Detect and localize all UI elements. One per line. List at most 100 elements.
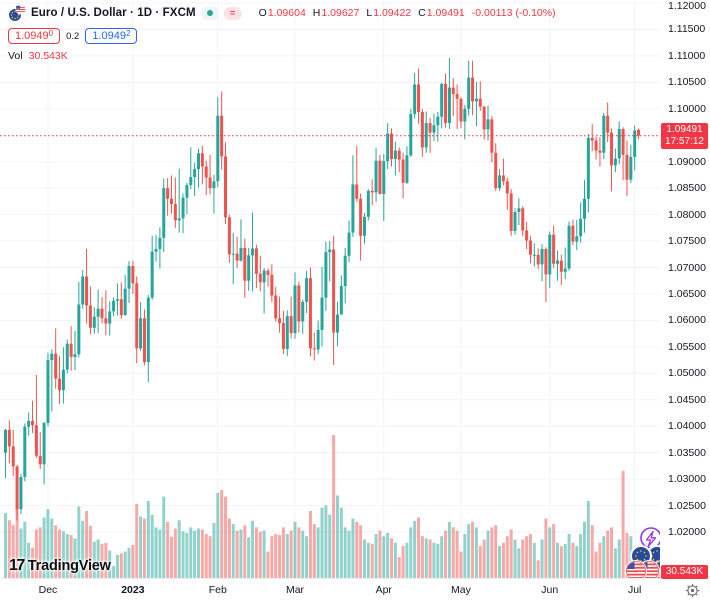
price-axis-label: 1.08500 [668, 182, 706, 195]
candle-body [436, 116, 440, 126]
volume-bar [428, 539, 432, 578]
candles-layer [4, 58, 641, 521]
volume-bar [366, 542, 370, 578]
candle-body [100, 308, 104, 319]
tradingview-logo[interactable]: 17 TradingView [9, 557, 111, 575]
volume-bar [405, 542, 409, 578]
candle-body [610, 132, 614, 166]
volume-bar [150, 514, 154, 578]
candle-body [220, 115, 224, 157]
volume-bar [166, 521, 170, 578]
candle-body [193, 169, 197, 178]
volume-bar [374, 534, 378, 578]
volume-bar [50, 518, 54, 578]
candle-body [471, 77, 475, 102]
candle-body [536, 254, 540, 265]
volume-bar [15, 507, 19, 578]
volume-bar [563, 543, 567, 578]
volume-bar [7, 520, 11, 578]
candle-body [513, 211, 517, 231]
market-open-dot-icon [206, 10, 213, 16]
sell-bid-button[interactable]: 1.09490 [8, 28, 61, 44]
candle-body [34, 425, 38, 456]
volume-bar [289, 530, 293, 578]
delayed-data-icon[interactable]: = [223, 6, 242, 20]
volume-bar [212, 523, 216, 578]
candle-body [85, 276, 89, 306]
volume-bar [532, 542, 536, 578]
price-axis-label: 1.11000 [668, 49, 706, 62]
candle-body [594, 140, 598, 151]
volume-bar [525, 536, 529, 578]
volume-bar [567, 534, 571, 578]
candle-body [96, 308, 100, 317]
candle-body [185, 184, 189, 198]
volume-bar [312, 524, 316, 578]
volume-bar [123, 551, 127, 578]
candle-body [335, 314, 339, 333]
candle-body [417, 84, 421, 112]
countdown-timer: 17:57:12 [665, 136, 704, 148]
price-axis-label: 1.03500 [668, 446, 706, 459]
candle-body [305, 278, 309, 302]
candle-body [579, 218, 583, 237]
candle-body [15, 466, 19, 510]
volume-bar [536, 560, 540, 578]
candle-body [517, 208, 521, 212]
volume-bar [305, 536, 309, 578]
volume-bar [436, 543, 440, 578]
candle-body [316, 329, 320, 350]
candle-body [189, 177, 193, 185]
volume-bar [362, 539, 366, 578]
candle-body [81, 276, 85, 305]
buy-ask-button[interactable]: 1.09492 [85, 28, 138, 44]
volume-bar [343, 527, 347, 578]
volume-bar [108, 550, 112, 578]
market-status-icon[interactable] [200, 6, 219, 20]
symbol-title[interactable]: Euro / U.S. Dollar · 1D · FXCM [31, 7, 196, 19]
candle-body [509, 193, 513, 231]
volume-bar [4, 513, 7, 578]
candle-body [359, 198, 363, 236]
price-axis-label: 1.07000 [668, 261, 706, 274]
volume-bar [197, 528, 200, 578]
volume-bar [490, 527, 494, 578]
candle-body [127, 265, 131, 289]
gear-icon[interactable] [685, 583, 700, 598]
candle-body [486, 119, 490, 130]
candle-body [239, 247, 243, 261]
volume-bar [471, 521, 475, 578]
candle-body [289, 316, 293, 334]
volume-bar [154, 527, 158, 578]
volume-bar [420, 536, 424, 578]
candle-body [362, 216, 366, 236]
volume-bar [297, 527, 301, 578]
candle-body [567, 225, 571, 269]
candle-body [339, 286, 343, 315]
candle-body [166, 188, 170, 199]
candle-body [212, 181, 216, 189]
candle-body [281, 323, 285, 349]
volume-bar [262, 530, 266, 578]
candle-body [42, 423, 46, 465]
candle-body [590, 137, 594, 141]
candle-body [104, 318, 108, 324]
price-axis-label: 1.12000 [668, 0, 706, 12]
candle-body [262, 270, 266, 283]
lightning-icon[interactable] [640, 527, 662, 549]
time-axis[interactable]: Dec 2023 Feb Mar Apr May Jun Jul [0, 578, 710, 600]
volume-bar [424, 538, 428, 578]
volume-bar [455, 530, 459, 578]
volume-bar [467, 524, 471, 578]
volume-bar [11, 525, 15, 578]
candle-body [77, 304, 81, 355]
price-axis-label: 1.11500 [668, 23, 706, 36]
candle-body [61, 369, 65, 391]
candle-body [54, 353, 58, 379]
price-axis[interactable]: 1.09491 17:57:12 30.543K 1.12000 1.11500 1… [660, 0, 710, 579]
candle-body [119, 299, 123, 316]
candle-body [571, 225, 575, 242]
candle-body [320, 297, 324, 330]
volume-bar [224, 496, 228, 578]
